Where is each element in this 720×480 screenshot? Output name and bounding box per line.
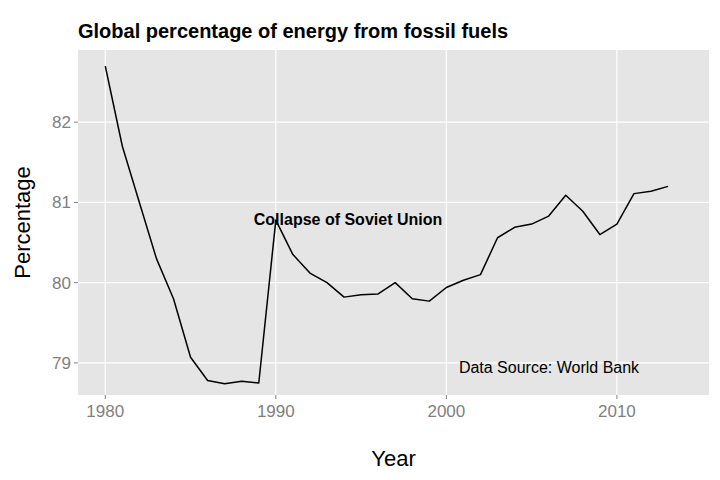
x-tick-label: 1980 (86, 402, 124, 421)
y-tick (74, 122, 78, 123)
y-tick (74, 282, 78, 283)
x-grid (105, 50, 106, 395)
x-tick (446, 395, 447, 399)
y-tick-label: 82 (52, 113, 71, 132)
plot-area (105, 66, 668, 384)
data-line (105, 66, 668, 384)
y-tick (74, 202, 78, 203)
y-tick-label: 81 (52, 193, 71, 212)
x-tick (105, 395, 106, 399)
chart: 79 80 81 82 1980 1990 2000 2010 Collapse of Sovi… (0, 0, 720, 480)
title: Global percentage of energy from fossil … (78, 20, 508, 42)
y-grid (78, 202, 709, 203)
y-grid (78, 122, 709, 123)
y-tick (74, 362, 78, 363)
x-grid (446, 50, 447, 395)
panel (78, 50, 709, 395)
y-tick-label: 80 (52, 274, 71, 293)
annotation: Data Source: World Bank (459, 359, 640, 376)
x-tick-label: 1990 (257, 402, 295, 421)
x-tick-label: 2010 (598, 402, 636, 421)
x-tick-label: 2000 (427, 402, 465, 421)
x-tick (275, 395, 276, 399)
x-tick (616, 395, 617, 399)
annotation: Collapse of Soviet Union (254, 211, 442, 228)
y-axis-label: Percentage (10, 166, 35, 279)
x-axis-label: Year (371, 446, 415, 471)
y-tick-label: 79 (52, 354, 71, 373)
